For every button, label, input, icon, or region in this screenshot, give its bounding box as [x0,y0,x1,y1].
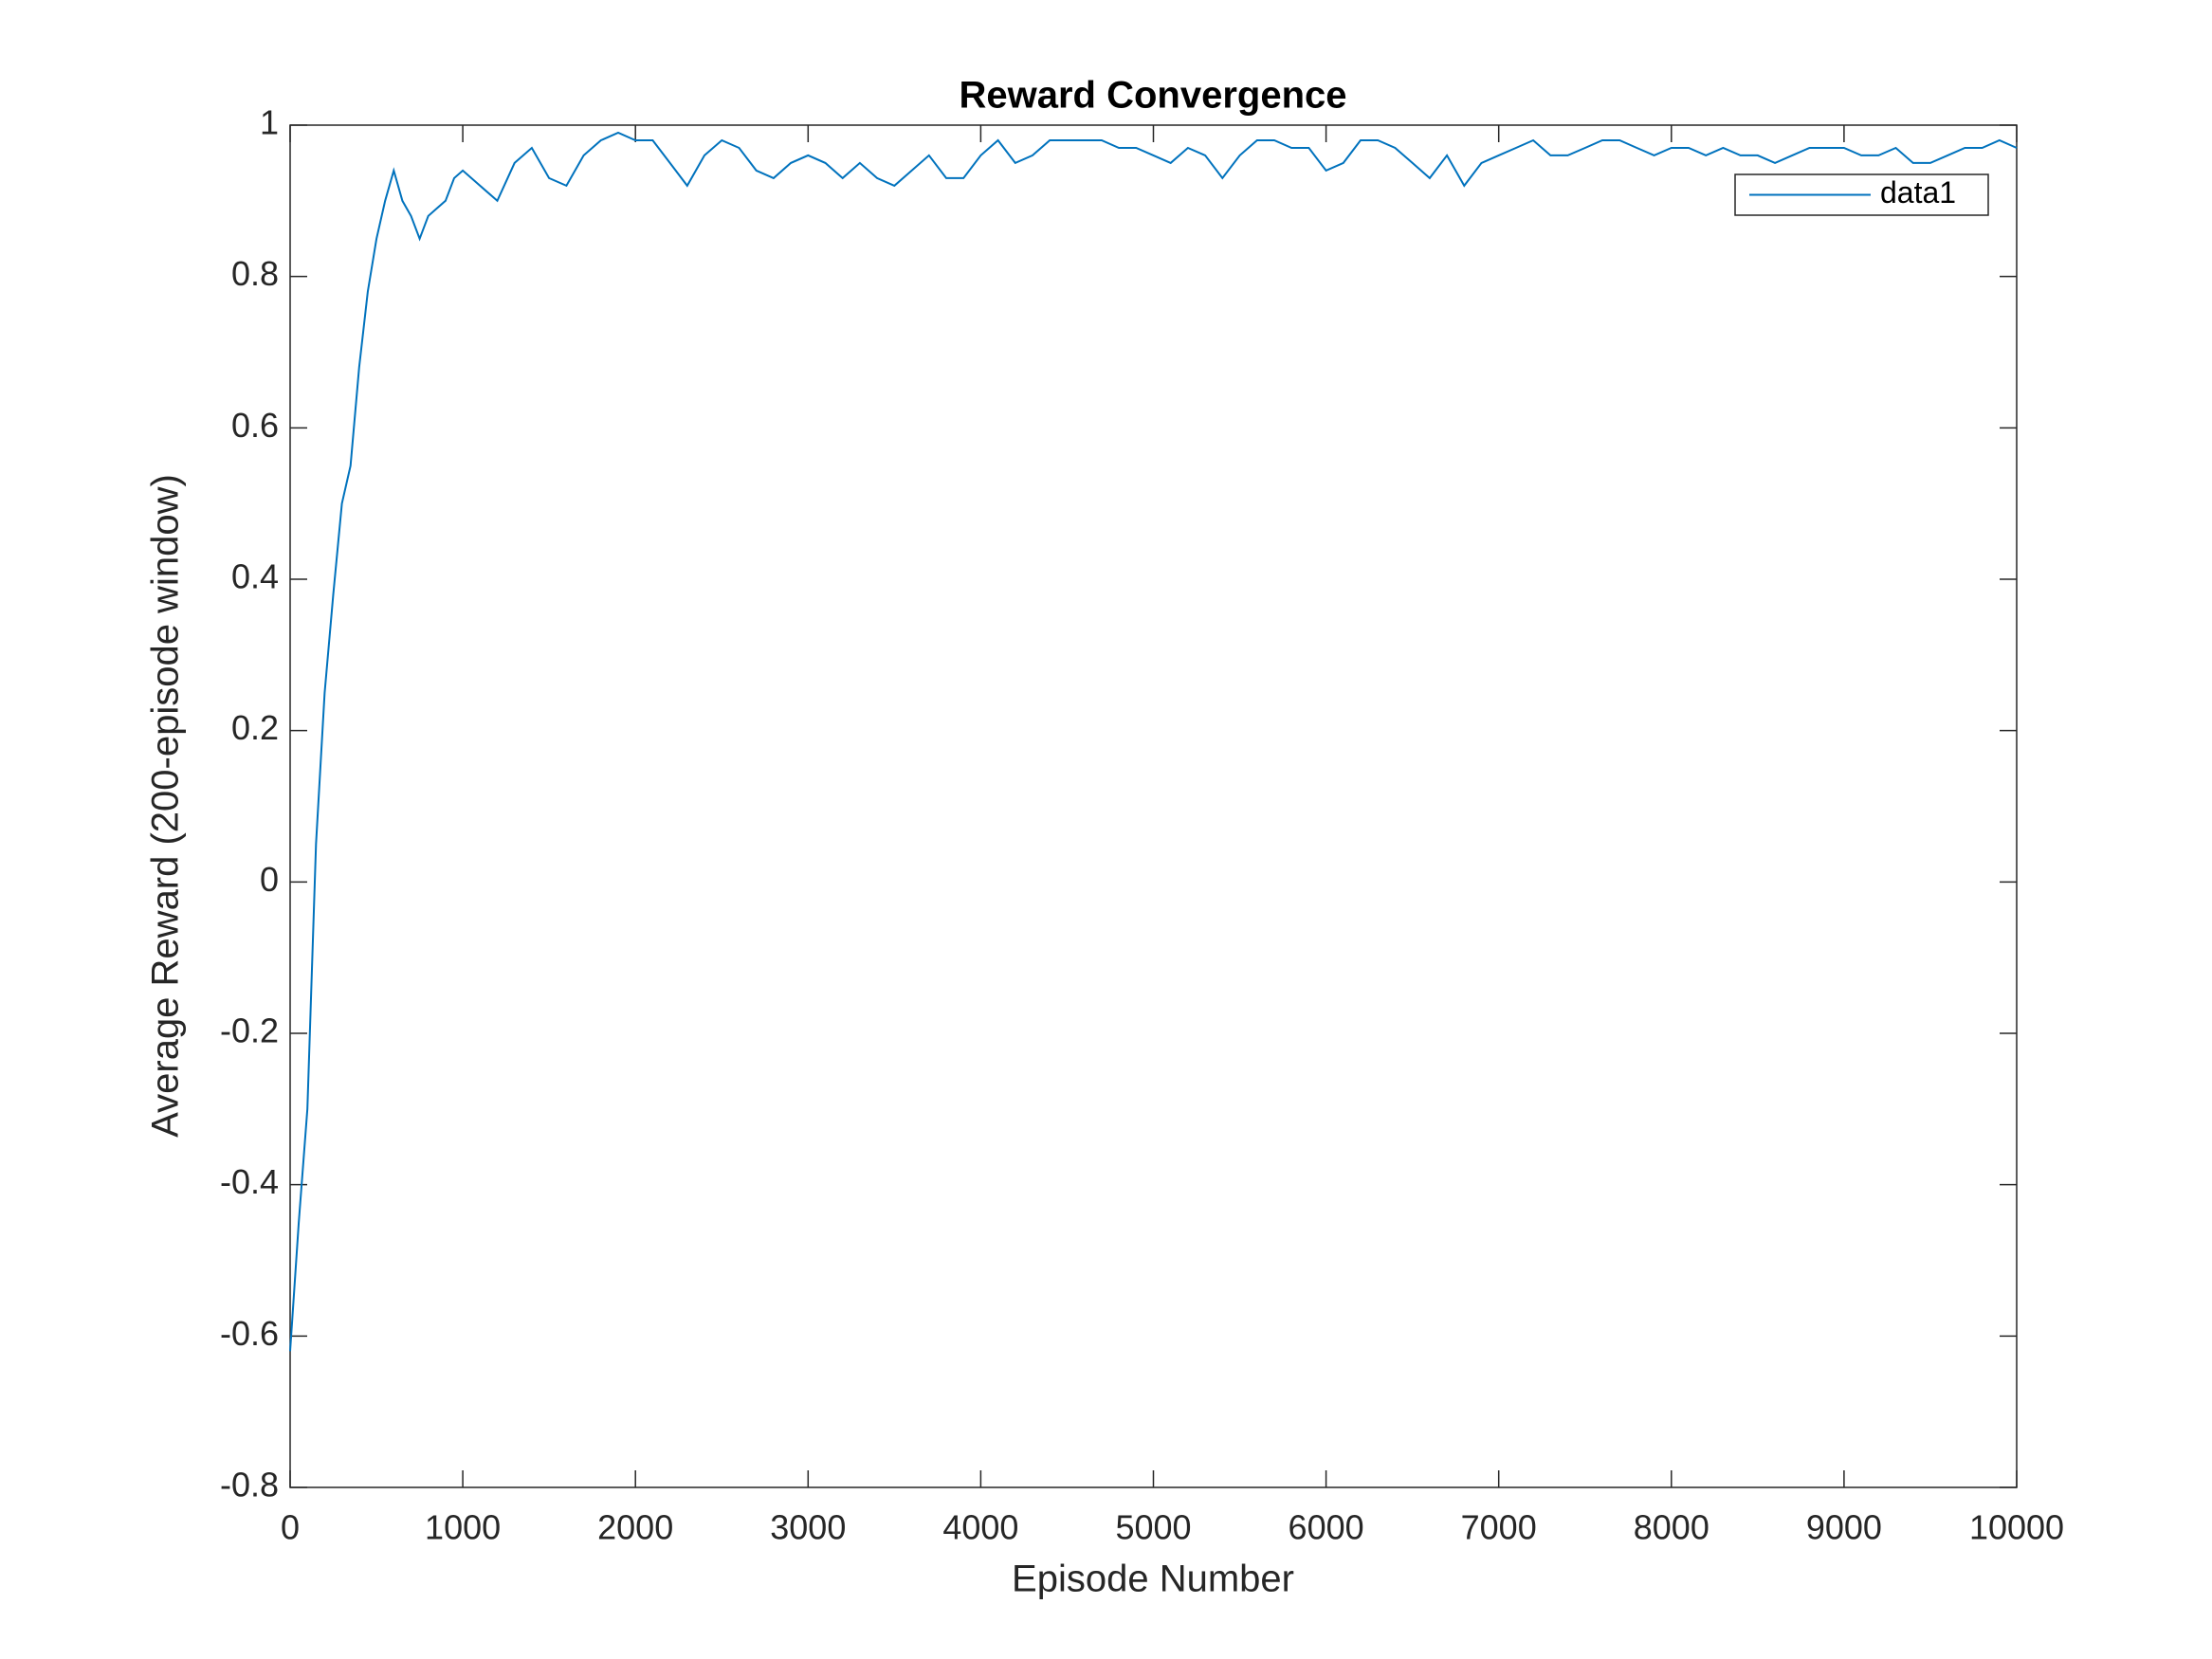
x-tick-label: 0 [281,1508,300,1547]
y-tick-label: 0.2 [231,708,279,747]
x-tick-label: 2000 [597,1508,673,1547]
y-axis-label: Average Reward (200-episode window) [145,474,187,1138]
x-tick-label: 10000 [1969,1508,2064,1547]
y-tick-label: 0.8 [231,254,279,293]
x-tick-label: 9000 [1806,1508,1882,1547]
y-tick-label: 0.4 [231,557,279,596]
x-tick-label: 5000 [1115,1508,1191,1547]
y-tick-label: 0.6 [231,406,279,445]
legend-label: data1 [1880,175,1956,210]
plot-area [289,124,2018,1488]
x-tick-label: 8000 [1634,1508,1709,1547]
y-tick-label: -0.4 [220,1162,279,1201]
x-tick-label: 7000 [1461,1508,1537,1547]
x-tick-label: 3000 [770,1508,846,1547]
x-axis-label: Episode Number [1012,1559,1294,1600]
chart-title: Reward Convergence [959,75,1346,117]
data-line [289,131,2018,1352]
y-tick-label: 0 [260,860,279,899]
y-tick-label: 1 [260,103,279,142]
x-tick-label: 1000 [425,1508,501,1547]
y-tick-label: -0.8 [220,1466,279,1504]
y-tick-label: -0.2 [220,1012,279,1050]
x-tick-label: 6000 [1289,1508,1364,1547]
y-tick-label: -0.6 [220,1314,279,1353]
x-tick-label: 4000 [942,1508,1018,1547]
